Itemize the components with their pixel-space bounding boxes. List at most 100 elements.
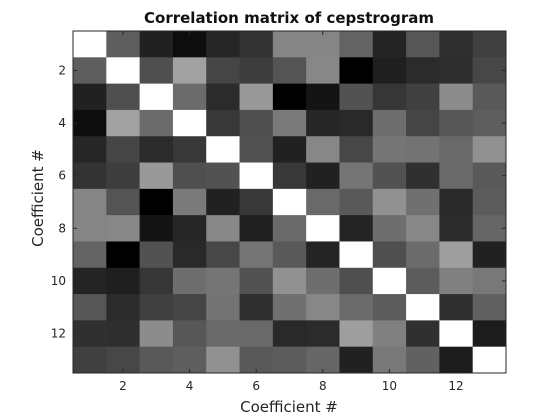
heatmap-cell-r8-c12 [439, 215, 474, 242]
heatmap-cell-r12-c6 [239, 320, 274, 348]
heatmap-cell-r7-c4 [172, 188, 207, 216]
x-tick-label-2: 2 [119, 379, 127, 393]
heatmap-cell-r7-c13 [472, 188, 507, 216]
heatmap-cell-r11-c6 [239, 294, 274, 321]
heatmap-cell-r13-c5 [206, 346, 241, 374]
heatmap-cell-r3-c7 [272, 83, 307, 111]
heatmap-cell-r8-c3 [139, 215, 174, 242]
heatmap-cell-r5-c1 [73, 136, 107, 164]
heatmap-cell-r6-c10 [372, 162, 407, 190]
heatmap-cell-r10-c3 [139, 267, 174, 295]
heatmap-cell-r2-c1 [73, 57, 107, 85]
heatmap-cell-r10-c9 [339, 267, 374, 295]
heatmap-cell-r7-c3 [139, 188, 174, 216]
y-axis-label: Coefficient # [29, 149, 47, 247]
heatmap-cell-r10-c1 [73, 267, 107, 295]
heatmap-cell-r2-c8 [306, 57, 340, 85]
heatmap-cell-r3-c13 [472, 83, 507, 111]
heatmap-cell-r9-c10 [372, 241, 407, 269]
heatmap-cell-r6-c1 [73, 162, 107, 190]
heatmap-cell-r9-c1 [73, 241, 107, 269]
heatmap-cell-r8-c1 [73, 215, 107, 242]
heatmap-cell-r10-c2 [106, 267, 141, 295]
y-tick-label-6: 6 [58, 169, 66, 183]
heatmap-cell-r1-c7 [272, 31, 307, 58]
heatmap-cell-r3-c9 [339, 83, 374, 111]
heatmap-cell-r2-c4 [172, 57, 207, 85]
heatmap-cell-r13-c13 [472, 346, 507, 374]
heatmap-cell-r1-c8 [306, 31, 340, 58]
heatmap-cell-r6-c6 [239, 162, 274, 190]
heatmap-cell-r4-c12 [439, 109, 474, 137]
heatmap-cell-r5-c5 [206, 136, 241, 164]
heatmap-cell-r6-c7 [272, 162, 307, 190]
heatmap-cell-r6-c11 [406, 162, 440, 190]
heatmap-cell-r3-c11 [406, 83, 440, 111]
heatmap-cell-r6-c9 [339, 162, 374, 190]
heatmap-cell-r11-c8 [306, 294, 340, 321]
heatmap-cell-r3-c10 [372, 83, 407, 111]
heatmap-cell-r9-c7 [272, 241, 307, 269]
heatmap-cell-r11-c2 [106, 294, 141, 321]
x-axis-label: Coefficient # [240, 398, 338, 416]
x-tick-label-10: 10 [382, 379, 397, 393]
x-tick-label-6: 6 [252, 379, 260, 393]
heatmap-cell-r4-c3 [139, 109, 174, 137]
heatmap-cell-r10-c13 [472, 267, 507, 295]
heatmap-cell-r9-c11 [406, 241, 440, 269]
heatmap-cell-r5-c11 [406, 136, 440, 164]
heatmap-cell-r10-c11 [406, 267, 440, 295]
heatmap-cell-r5-c12 [439, 136, 474, 164]
heatmap-cell-r10-c12 [439, 267, 474, 295]
heatmap-cell-r10-c7 [272, 267, 307, 295]
heatmap-cell-r12-c1 [73, 320, 107, 348]
heatmap-cell-r11-c13 [472, 294, 507, 321]
heatmap-cell-r3-c5 [206, 83, 241, 111]
heatmap-cell-r4-c8 [306, 109, 340, 137]
heatmap-cell-r4-c4 [172, 109, 207, 137]
heatmap-cell-r10-c6 [239, 267, 274, 295]
heatmap-cell-r11-c10 [372, 294, 407, 321]
heatmap-cells [73, 31, 507, 374]
heatmap-cell-r11-c11 [406, 294, 440, 321]
heatmap-cell-r9-c12 [439, 241, 474, 269]
heatmap-cell-r4-c1 [73, 109, 107, 137]
heatmap-cell-r10-c4 [172, 267, 207, 295]
heatmap-cell-r7-c2 [106, 188, 141, 216]
heatmap-cell-r6-c4 [172, 162, 207, 190]
heatmap-cell-r12-c5 [206, 320, 241, 348]
heatmap-cell-r7-c12 [439, 188, 474, 216]
heatmap-cell-r6-c2 [106, 162, 141, 190]
heatmap-cell-r13-c7 [272, 346, 307, 374]
heatmap-cell-r3-c3 [139, 83, 174, 111]
heatmap-cell-r5-c6 [239, 136, 274, 164]
heatmap-cell-r1-c2 [106, 31, 141, 58]
heatmap-cell-r9-c6 [239, 241, 274, 269]
heatmap-cell-r7-c10 [372, 188, 407, 216]
heatmap-cell-r9-c3 [139, 241, 174, 269]
y-tick-label-12: 12 [51, 327, 66, 341]
heatmap-cell-r5-c10 [372, 136, 407, 164]
heatmap-cell-r2-c3 [139, 57, 174, 85]
heatmap-cell-r1-c10 [372, 31, 407, 58]
heatmap-cell-r4-c10 [372, 109, 407, 137]
heatmap-cell-r1-c6 [239, 31, 274, 58]
heatmap-cell-r1-c3 [139, 31, 174, 58]
heatmap-cell-r13-c9 [339, 346, 374, 374]
heatmap-cell-r4-c11 [406, 109, 440, 137]
heatmap-cell-r8-c5 [206, 215, 241, 242]
heatmap-cell-r12-c11 [406, 320, 440, 348]
heatmap-cell-r1-c13 [472, 31, 507, 58]
heatmap-cell-r10-c10 [372, 267, 407, 295]
heatmap-cell-r3-c1 [73, 83, 107, 111]
heatmap-cell-r4-c2 [106, 109, 141, 137]
heatmap-cell-r8-c2 [106, 215, 141, 242]
heatmap-cell-r1-c12 [439, 31, 474, 58]
heatmap-cell-r2-c10 [372, 57, 407, 85]
heatmap-cell-r9-c8 [306, 241, 340, 269]
heatmap-cell-r5-c8 [306, 136, 340, 164]
heatmap-cell-r3-c4 [172, 83, 207, 111]
heatmap-cell-r9-c5 [206, 241, 241, 269]
heatmap-cell-r4-c9 [339, 109, 374, 137]
